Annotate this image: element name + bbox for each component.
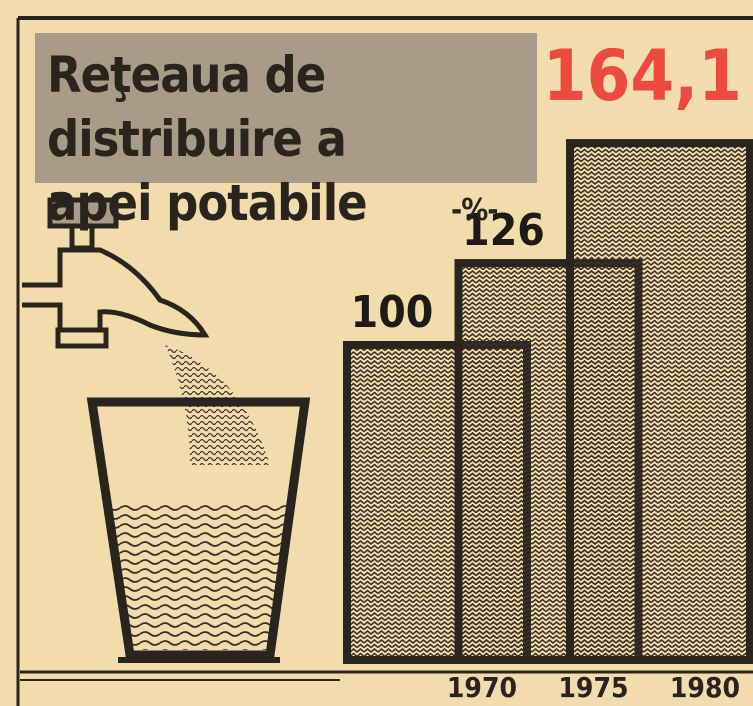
value-label: 100 (351, 287, 434, 338)
unit-label: -%- (451, 193, 497, 228)
x-tick-label: 1975 (558, 671, 628, 704)
bar (570, 143, 750, 660)
x-tick-label: 1980 (670, 671, 740, 704)
page: 10019701261975164,11980 Reţeaua de distr… (0, 0, 753, 706)
x-tick-label: 1970 (447, 671, 517, 704)
chart-title: Reţeaua de distribuire a apei potabile (47, 43, 437, 235)
chart-title-box: Reţeaua de distribuire a apei potabile-%… (35, 33, 537, 183)
value-label: 164,1 (543, 35, 742, 117)
